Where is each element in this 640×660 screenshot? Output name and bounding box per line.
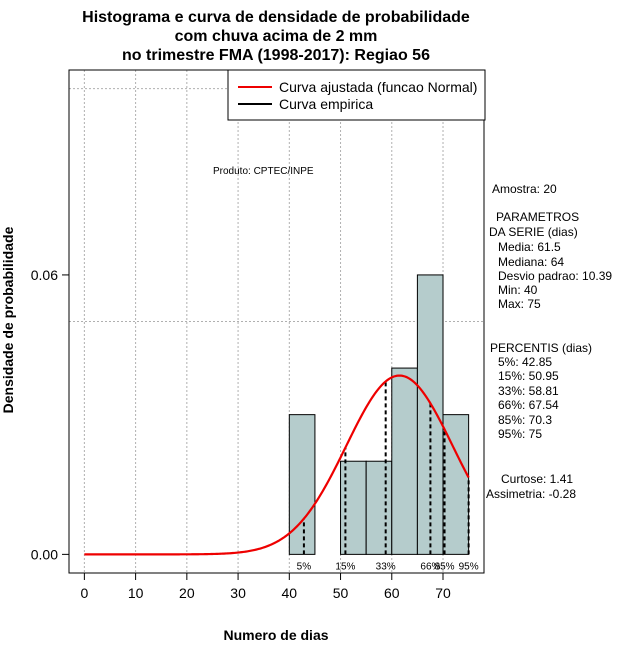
chart-title-line-1: Histograma e curva de densidade de proba…: [82, 9, 470, 26]
param-desvio: Desvio padrao: 10.39: [498, 269, 613, 283]
histogram-bar: [365, 460, 393, 555]
percentil-66: 66%: 67.54: [498, 398, 559, 412]
percentil-85: 85%: 70.3: [498, 413, 553, 427]
percentile-label: 15%: [335, 561, 355, 572]
y-tick-label: 0.06: [31, 267, 58, 283]
x-tick-label: 10: [128, 585, 144, 601]
product-credit: Produto: CPTEC/INPE: [213, 166, 314, 177]
fitted-normal-curve: [84, 374, 470, 556]
legend-box: [227, 69, 486, 121]
percentile-label: 85%: [435, 561, 455, 572]
y-axis-label: Densidade de probabilidade: [0, 226, 16, 413]
x-tick-label: 60: [384, 585, 400, 601]
x-tick-label: 20: [179, 585, 195, 601]
percentile-label: 33%: [376, 561, 396, 572]
x-tick-label: 0: [80, 585, 88, 601]
x-tick-label: 40: [282, 585, 298, 601]
x-tick-label: 30: [230, 585, 246, 601]
percentil-5: 5%: 42.85: [498, 355, 553, 369]
param-max: Max: 75: [498, 297, 541, 311]
histogram-bar: [416, 274, 444, 555]
chart-title-line-2: com chuva acima de 2 mm: [175, 28, 378, 45]
percentile-label: 5%: [297, 561, 312, 572]
percentile-label: 95%: [459, 561, 479, 572]
x-axis-label: Numero de dias: [223, 627, 328, 643]
param-media: Media: 61.5: [498, 240, 561, 254]
curtose: Curtose: 1.41: [501, 472, 574, 486]
percentil-33: 33%: 58.81: [498, 384, 559, 398]
y-tick-label: 0.00: [31, 546, 58, 562]
legend: Curva ajustada (funcao Normal) Curva emp…: [227, 69, 486, 121]
params-title-1: PARAMETROS: [496, 210, 580, 224]
assimetria: Assimetria: -0.28: [486, 487, 577, 501]
sample-size: Amostra: 20: [492, 182, 557, 196]
legend-label-fitted: Curva ajustada (funcao Normal): [279, 79, 477, 95]
legend-label-empirical: Curva empirica: [279, 96, 373, 112]
percentile-label: 66%: [420, 561, 440, 572]
param-mediana: Mediana: 64: [498, 255, 565, 269]
histogram-bar: [391, 367, 418, 555]
histogram-bar: [442, 414, 470, 555]
percentis-title: PERCENTIS (dias): [490, 341, 593, 355]
chart-title-line-3: no trimestre FMA (1998-2017): Regiao 56: [122, 47, 430, 64]
x-tick-label: 50: [333, 585, 349, 601]
percentil-95: 95%: 75: [498, 427, 543, 441]
histogram-bar: [340, 460, 367, 555]
param-min: Min: 40: [498, 283, 538, 297]
x-tick-label: 70: [435, 585, 451, 601]
params-title-2: DA SERIE (dias): [489, 225, 578, 239]
histogram-bar: [288, 414, 316, 555]
percentil-15: 15%: 50.95: [498, 369, 559, 383]
